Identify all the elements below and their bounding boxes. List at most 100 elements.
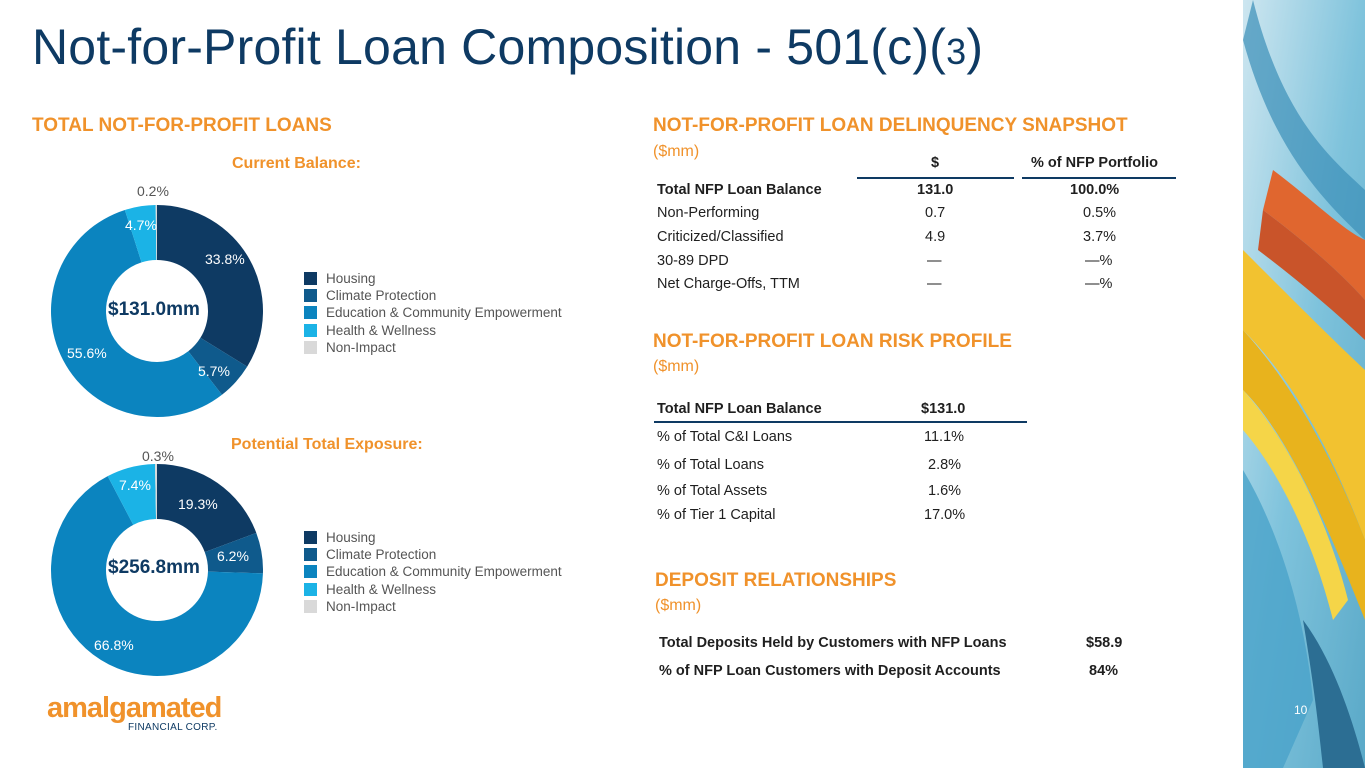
section-title-risk-profile: NOT-FOR-PROFIT LOAN RISK PROFILE	[653, 331, 1012, 352]
legend-swatch-climate	[304, 548, 317, 562]
legend-label: Non-Impact	[326, 598, 396, 614]
legend-item-nonimpact: Non-Impact	[304, 598, 562, 615]
delinquency-row-value: —	[927, 253, 942, 269]
page-number: 10	[1294, 703, 1308, 717]
chart1-label-education: 55.6%	[67, 345, 107, 361]
legend-swatch-education	[304, 306, 317, 320]
current-balance-donut	[51, 205, 263, 417]
chart1-subtitle: Current Balance:	[232, 155, 361, 172]
delinquency-row-pct: 0.5%	[1083, 205, 1117, 221]
chart2-label-nonimpact: 0.3%	[142, 448, 174, 464]
chart1-label-nonimpact: 0.2%	[137, 183, 169, 199]
legend-label: Housing	[326, 271, 376, 287]
amalgamated-logo-sub: FINANCIAL CORP.	[128, 722, 218, 733]
legend-swatch-education	[304, 565, 317, 579]
legend-label: Non-Impact	[326, 339, 396, 355]
potential-exposure-donut	[51, 464, 263, 676]
page-title: Not-for-Profit Loan Composition - 501(c)…	[32, 18, 983, 76]
delinquency-row-label: Net Charge-Offs, TTM	[657, 276, 800, 292]
deposits-row-label: % of NFP Loan Customers with Deposit Acc…	[659, 663, 1001, 679]
chart1-legend: Housing Climate Protection Education & C…	[304, 270, 562, 356]
risk-row-value: $131.0	[921, 401, 966, 417]
chart1-slice-housing	[157, 205, 263, 367]
risk-row-label: % of Total C&I Loans	[657, 429, 793, 445]
chart2-slice-education	[51, 476, 263, 676]
legend-item-education: Education & Community Empowerment	[304, 563, 562, 580]
chart1-label-climate: 5.7%	[198, 363, 230, 379]
section-title-delinquency: NOT-FOR-PROFIT LOAN DELINQUENCY SNAPSHOT	[653, 115, 1128, 136]
legend-swatch-health	[304, 323, 317, 337]
chart2-slice-health	[107, 464, 157, 525]
decorative-paper-art	[1243, 0, 1365, 768]
risk-row-value: 2.8%	[928, 457, 962, 473]
chart2-slice-climate	[204, 532, 263, 574]
chart2-label-health: 7.4%	[119, 477, 151, 493]
chart2-legend: Housing Climate Protection Education & C…	[304, 529, 562, 615]
delinquency-row-pct: 3.7%	[1083, 229, 1117, 245]
delinquency-row-label: Criticized/Classified	[657, 229, 784, 245]
chart1-center-label: $131.0mm	[108, 299, 200, 320]
risk-row-label: % of Total Loans	[657, 457, 764, 473]
legend-swatch-housing	[304, 531, 317, 545]
delinquency-rule-2	[1022, 177, 1176, 179]
legend-swatch-nonimpact	[304, 340, 317, 354]
page-title-number: 3	[946, 31, 967, 72]
risk-row-value: 1.6%	[928, 483, 962, 499]
risk-row-label: Total NFP Loan Balance	[657, 401, 822, 417]
risk-unit: ($mm)	[653, 358, 700, 375]
legend-item-climate: Climate Protection	[304, 287, 562, 304]
chart2-subtitle: Potential Total Exposure:	[231, 436, 423, 453]
risk-row-label: % of Tier 1 Capital	[657, 507, 776, 523]
delinquency-row-value: —	[927, 276, 942, 292]
legend-label: Health & Wellness	[326, 322, 437, 338]
delinquency-col-pct: % of NFP Portfolio	[1031, 155, 1159, 171]
deposits-unit: ($mm)	[655, 597, 702, 614]
delinquency-col-dollar: $	[931, 155, 940, 171]
chart2-slice-housing	[157, 464, 257, 553]
chart1-label-health: 4.7%	[125, 217, 157, 233]
legend-label: Education & Community Empowerment	[326, 305, 562, 321]
risk-row-label: % of Total Assets	[657, 483, 768, 499]
section-title-deposits: DEPOSIT RELATIONSHIPS	[655, 570, 897, 591]
risk-row-value: 11.1%	[924, 429, 965, 445]
chart1-slice-education	[51, 209, 222, 417]
legend-swatch-nonimpact	[304, 599, 317, 613]
legend-item-housing: Housing	[304, 270, 562, 287]
chart2-label-housing: 19.3%	[178, 496, 218, 512]
legend-label: Climate Protection	[326, 547, 437, 563]
legend-item-nonimpact: Non-Impact	[304, 339, 562, 356]
legend-swatch-health	[304, 582, 317, 596]
chart1-slice-health	[124, 205, 157, 263]
delinquency-rule-1	[857, 177, 1014, 179]
chart1-slice-nonimpact	[155, 205, 157, 261]
delinquency-row-value: 0.7	[925, 205, 946, 221]
amalgamated-logo: amalgamated	[47, 692, 222, 724]
page-title-text: Not-for-Profit Loan Composition - 501(c)…	[32, 19, 947, 75]
chart2-center-label: $256.8mm	[108, 557, 200, 578]
delinquency-row-pct: —%	[1085, 276, 1113, 292]
legend-label: Health & Wellness	[326, 581, 437, 597]
legend-label: Climate Protection	[326, 288, 437, 304]
legend-item-health: Health & Wellness	[304, 581, 562, 598]
legend-label: Education & Community Empowerment	[326, 564, 562, 580]
chart1-slice-climate	[188, 337, 248, 395]
legend-swatch-housing	[304, 272, 317, 286]
delinquency-row-pct: —%	[1085, 253, 1113, 269]
delinquency-unit: ($mm)	[653, 143, 700, 160]
delinquency-row-pct: 100.0%	[1070, 182, 1120, 198]
risk-row-value: 17.0%	[924, 507, 966, 523]
delinquency-row-value: 131.0	[917, 182, 954, 198]
chart2-label-education: 66.8%	[94, 637, 134, 653]
chart2-label-climate: 6.2%	[217, 548, 249, 564]
page-title-close: )	[966, 19, 984, 75]
legend-item-housing: Housing	[304, 529, 562, 546]
chart2-slice-nonimpact	[155, 464, 157, 520]
section-title-total-nfp-loans: TOTAL NOT-FOR-PROFIT LOANS	[32, 115, 332, 136]
delinquency-row-label: 30-89 DPD	[657, 253, 729, 269]
deposits-row-label: Total Deposits Held by Customers with NF…	[659, 635, 1007, 651]
legend-item-climate: Climate Protection	[304, 546, 562, 563]
risk-rule	[654, 421, 1027, 423]
delinquency-row-label: Total NFP Loan Balance	[657, 182, 822, 198]
delinquency-row-value: 4.9	[925, 229, 946, 245]
deposits-row-value: $58.9	[1086, 635, 1123, 651]
